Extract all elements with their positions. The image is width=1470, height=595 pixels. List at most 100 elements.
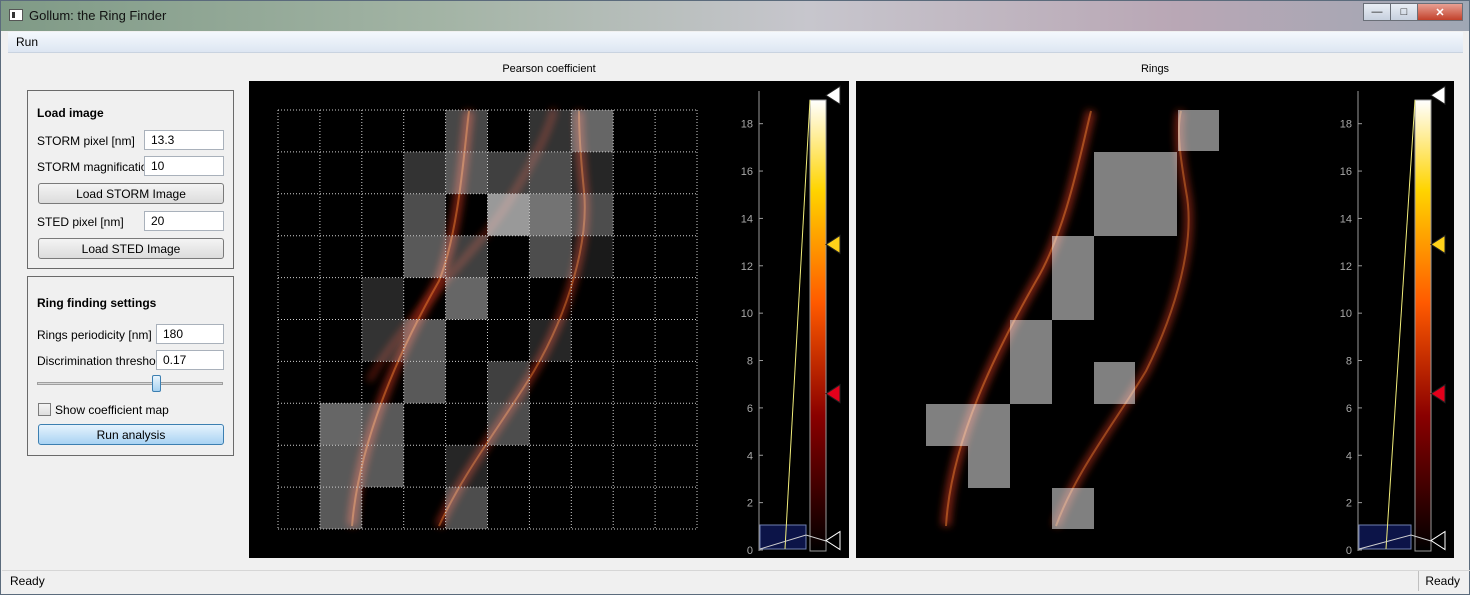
gamma-curve-base bbox=[759, 534, 827, 550]
tick-label: 4 bbox=[747, 450, 753, 462]
coefficient-cell bbox=[319, 445, 362, 488]
colorbar-handle[interactable] bbox=[825, 85, 841, 106]
coefficient-cell bbox=[445, 151, 488, 194]
colorbar-handles[interactable] bbox=[825, 85, 841, 551]
filament-1-core bbox=[351, 110, 470, 527]
show-map-label[interactable]: Show coefficient map bbox=[55, 403, 169, 417]
colorbar-handles[interactable] bbox=[1430, 85, 1446, 551]
minimize-button[interactable]: — bbox=[1363, 3, 1391, 21]
colorbar-gradient bbox=[1414, 99, 1432, 552]
ring-cell bbox=[1094, 362, 1135, 404]
coefficient-cell bbox=[445, 235, 488, 278]
show-map-checkbox[interactable] bbox=[38, 403, 51, 416]
colorbar-handle[interactable] bbox=[825, 530, 841, 551]
coefficient-cell bbox=[571, 151, 614, 194]
coefficient-cell bbox=[571, 110, 614, 152]
tick-label: 16 bbox=[741, 166, 753, 178]
colorbar-handle[interactable] bbox=[1430, 85, 1446, 106]
status-text-right: Ready bbox=[1418, 571, 1460, 591]
colorbar-handle[interactable] bbox=[825, 234, 841, 255]
coefficient-cell bbox=[445, 110, 488, 152]
tick-label: 18 bbox=[741, 119, 753, 131]
tick-label: 10 bbox=[1340, 308, 1352, 320]
coefficient-cell bbox=[487, 193, 530, 236]
coefficient-cell bbox=[319, 403, 362, 446]
gamma-curve bbox=[1385, 99, 1416, 550]
storm-pixel-input[interactable] bbox=[144, 130, 224, 150]
coefficient-cell bbox=[487, 361, 530, 404]
menu-run[interactable]: Run bbox=[16, 35, 39, 49]
colorbar-ticks: 0 2 4 6 8 10 12 14 16 18 bbox=[1340, 119, 1362, 557]
load-image-title: Load image bbox=[37, 106, 104, 120]
sted-pixel-input[interactable] bbox=[144, 211, 224, 231]
ring-settings-title: Ring finding settings bbox=[37, 296, 157, 310]
coefficient-cell bbox=[403, 151, 446, 194]
coefficient-cell bbox=[529, 193, 572, 236]
coefficient-cell bbox=[445, 445, 488, 488]
menu-bar: Run bbox=[8, 32, 1463, 53]
load-storm-button[interactable]: Load STORM Image bbox=[38, 183, 224, 204]
ring-cell bbox=[1178, 110, 1219, 151]
coefficient-cell bbox=[529, 319, 572, 362]
status-text: Ready bbox=[10, 574, 45, 588]
tick-label: 18 bbox=[1340, 119, 1352, 131]
ring-cell bbox=[968, 446, 1010, 488]
ring-filament-2-core bbox=[1055, 110, 1190, 527]
coefficient-cell bbox=[403, 193, 446, 236]
filament-2 bbox=[435, 110, 589, 528]
tick-label: 8 bbox=[1346, 356, 1352, 368]
coefficient-cell bbox=[529, 151, 572, 194]
rings-panel-title: Rings bbox=[1140, 63, 1170, 75]
tick-label: 4 bbox=[1346, 450, 1352, 462]
coefficient-cell bbox=[445, 487, 488, 529]
run-analysis-button[interactable]: Run analysis bbox=[38, 424, 224, 445]
tick-label: 16 bbox=[1340, 166, 1352, 178]
tick-label: 12 bbox=[1340, 261, 1352, 273]
coefficient-cell bbox=[361, 319, 404, 362]
tick-label: 8 bbox=[747, 356, 753, 368]
rings-colorbar: 0 2 4 6 8 10 12 14 16 18 bbox=[1340, 85, 1446, 557]
rings-svg: 0 2 4 6 8 10 12 14 16 18 bbox=[926, 85, 1446, 557]
storm-magnification-label: STORM magnification bbox=[37, 160, 155, 174]
gamma-curve bbox=[784, 99, 811, 550]
tick-label: 14 bbox=[741, 213, 753, 225]
threshold-slider-handle[interactable] bbox=[152, 375, 162, 392]
colorbar-handle[interactable] bbox=[1430, 383, 1446, 404]
ring-cell bbox=[1094, 152, 1177, 236]
maximize-button[interactable]: □ bbox=[1390, 3, 1418, 21]
threshold-input[interactable] bbox=[156, 350, 224, 370]
periodicity-input[interactable] bbox=[156, 324, 224, 344]
storm-pixel-label: STORM pixel [nm] bbox=[37, 134, 135, 148]
rings-view[interactable]: 0 2 4 6 8 10 12 14 16 18 bbox=[856, 81, 1454, 558]
tick-label: 12 bbox=[741, 261, 753, 273]
pearson-colorbar: 0 2 4 6 8 10 12 14 16 18 bbox=[741, 85, 841, 557]
colorbar-handle[interactable] bbox=[1430, 234, 1446, 255]
ring-cell bbox=[1052, 236, 1094, 320]
colorbar-handle[interactable] bbox=[825, 383, 841, 404]
coefficient-cell bbox=[361, 403, 404, 446]
coefficient-cell bbox=[361, 277, 404, 320]
pearson-grid-cells bbox=[319, 110, 614, 529]
sted-pixel-label: STED pixel [nm] bbox=[37, 215, 124, 229]
load-image-group: Load image STORM pixel [nm] STORM magnif… bbox=[27, 90, 234, 269]
close-button[interactable]: ✕ bbox=[1417, 3, 1463, 21]
periodicity-label: Rings periodicity [nm] bbox=[37, 328, 152, 342]
load-sted-button[interactable]: Load STED Image bbox=[38, 238, 224, 259]
title-bar[interactable]: Gollum: the Ring Finder — □ ✕ bbox=[1, 1, 1469, 31]
ring-cell bbox=[1010, 320, 1052, 404]
threshold-label: Discrimination threshold bbox=[37, 354, 166, 368]
tick-label: 14 bbox=[1340, 213, 1352, 225]
storm-magnification-input[interactable] bbox=[144, 156, 224, 176]
ring-detections bbox=[926, 110, 1219, 529]
ring-filament-2 bbox=[1052, 110, 1193, 528]
pearson-view[interactable]: 0 2 4 6 8 10 12 14 16 18 bbox=[249, 81, 849, 558]
gamma-curve-base bbox=[1358, 534, 1432, 550]
tick-label: 2 bbox=[1346, 498, 1352, 510]
colorbar-handle[interactable] bbox=[1430, 530, 1446, 551]
tick-label: 0 bbox=[1346, 545, 1352, 557]
tick-label: 2 bbox=[747, 498, 753, 510]
ring-cell bbox=[926, 404, 1010, 446]
tick-label: 6 bbox=[1346, 403, 1352, 415]
threshold-slider[interactable] bbox=[37, 382, 223, 385]
